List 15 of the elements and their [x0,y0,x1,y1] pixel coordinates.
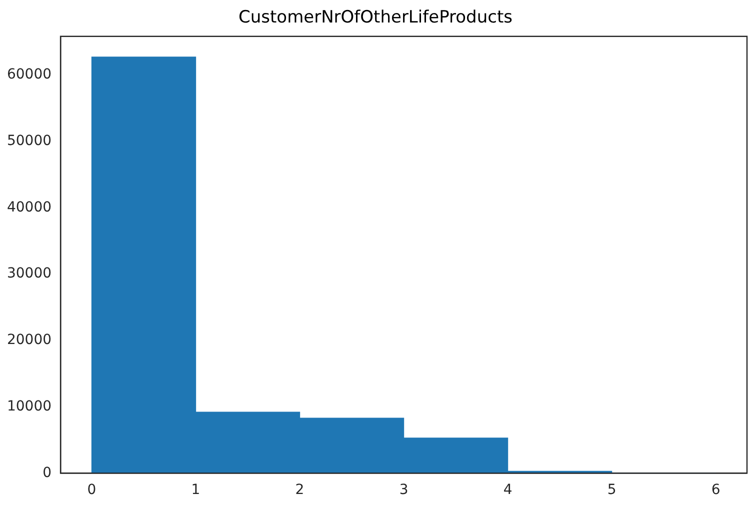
x-tick-label: 5 [607,482,616,498]
y-tick-label: 60000 [6,66,52,83]
y-tick-label: 20000 [6,332,52,348]
x-tick-label: 4 [503,482,512,498]
x-tick-label: 6 [711,482,720,498]
y-tick-label: 10000 [6,398,52,414]
x-tick-label: 1 [191,482,200,498]
x-tick-label: 0 [87,482,96,498]
x-tick-label: 2 [295,482,304,498]
y-tick-label: 30000 [6,266,52,282]
x-tick-label: 3 [399,482,408,498]
chart-title: CustomerNrOfOtherLifeProducts [238,8,513,28]
y-tick-label: 40000 [6,199,52,216]
y-tick-label: 50000 [6,132,52,149]
y-tick-label: 0 [42,464,52,481]
